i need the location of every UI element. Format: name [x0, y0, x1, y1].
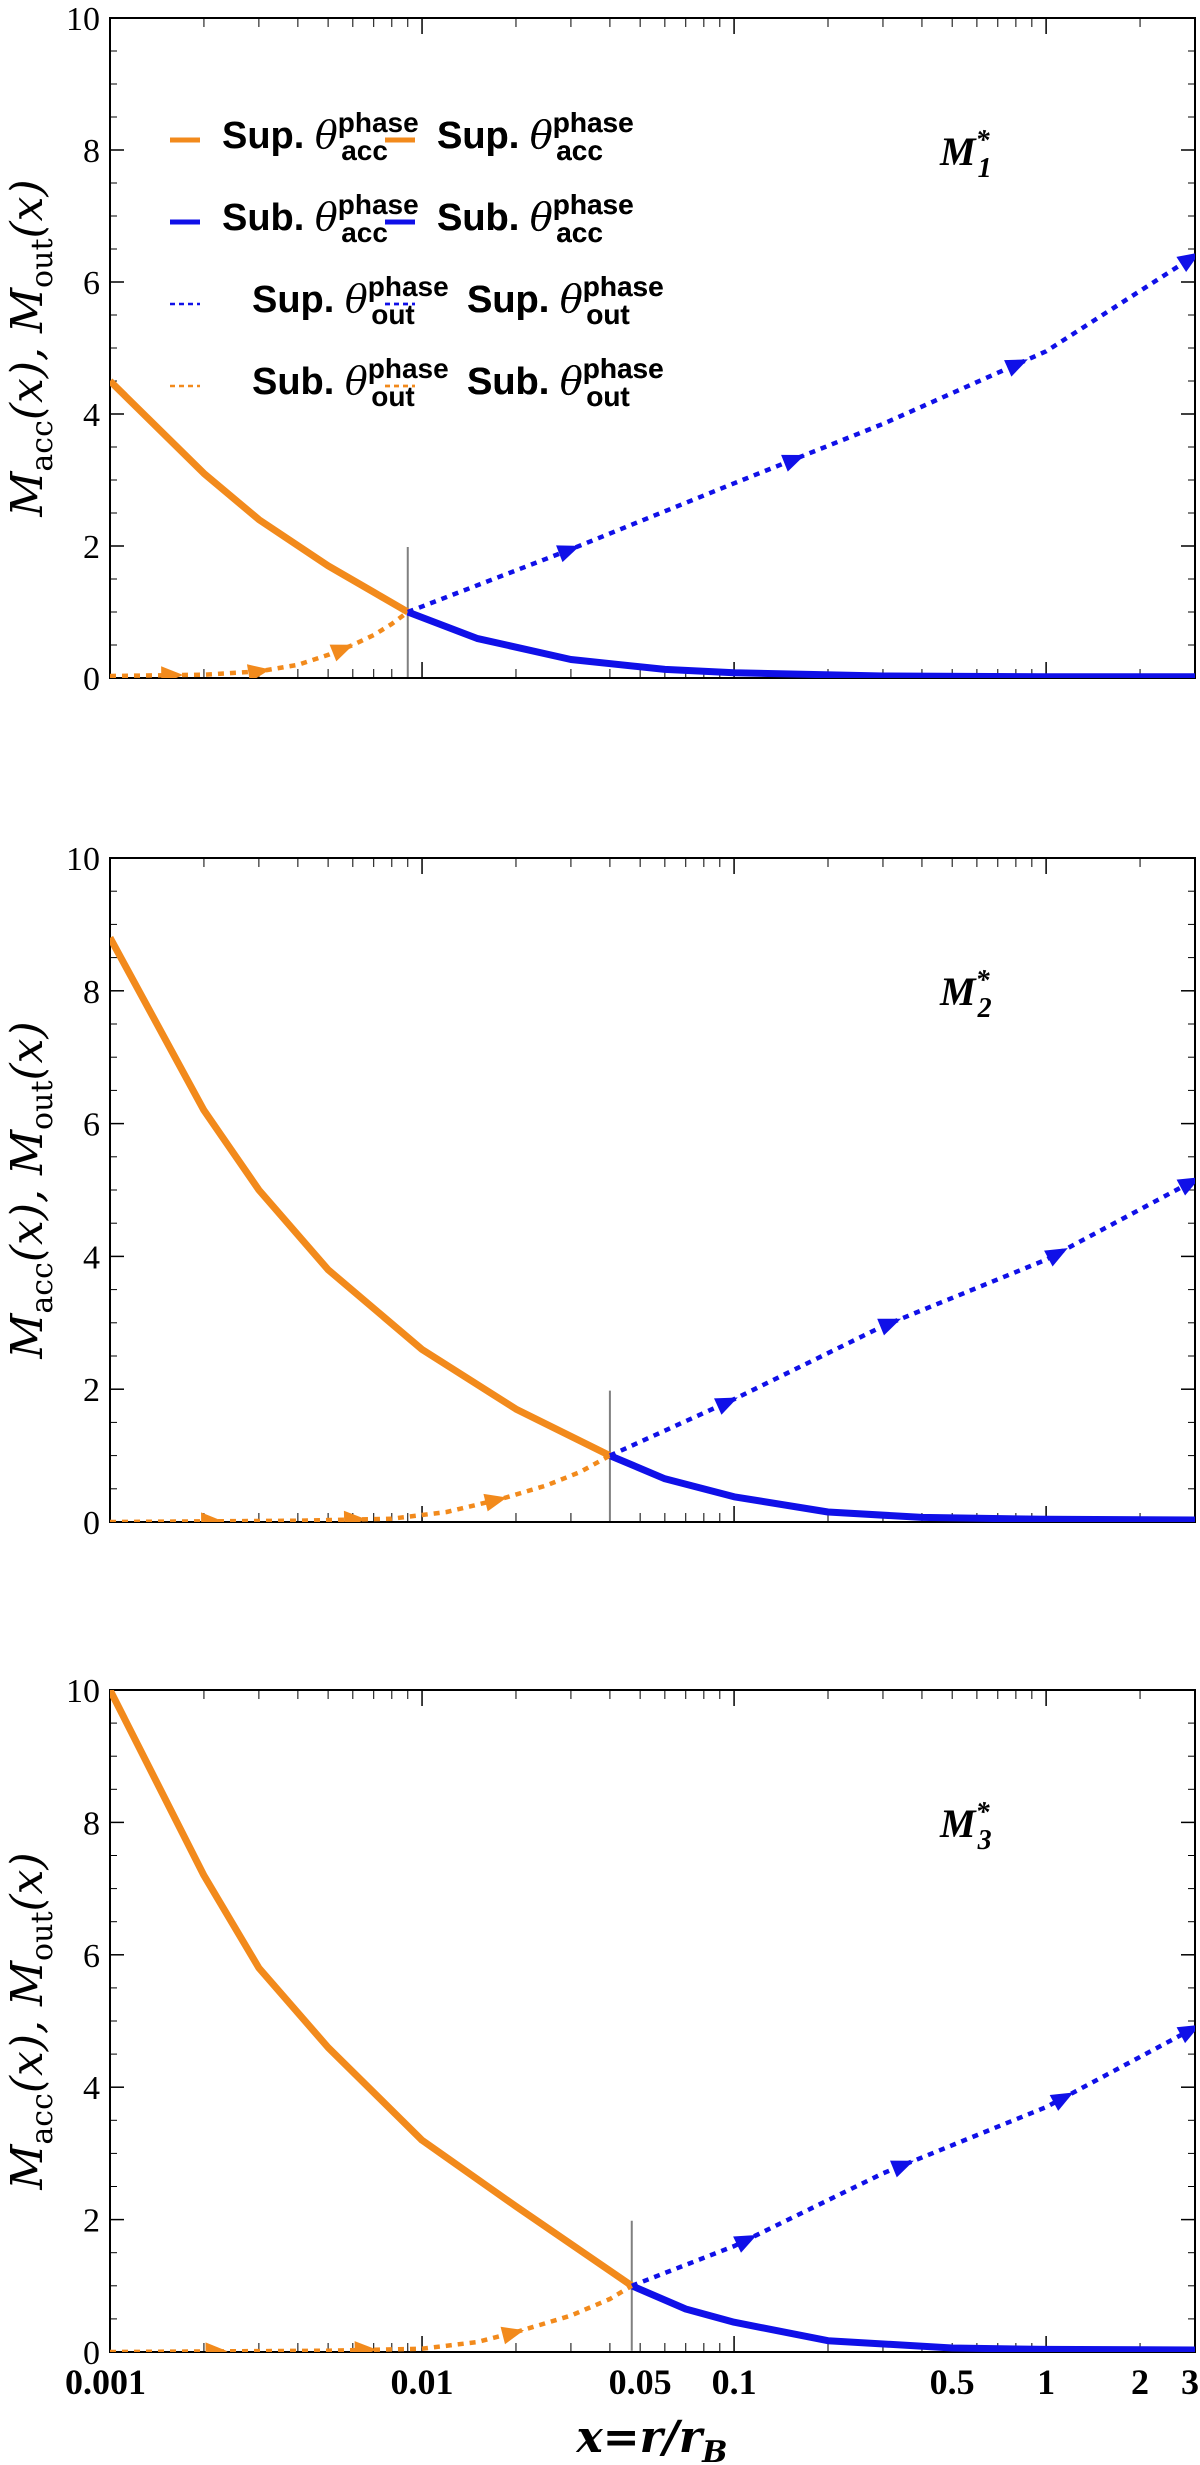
x-axis-title-text: x=r/rB — [576, 2412, 728, 2465]
y-tick-label: 4 — [83, 1239, 100, 1276]
y-axis-title: Macc(x), Mout(x) — [2, 1021, 60, 1359]
solid-series-line — [110, 936, 612, 1459]
y-axis-title: Macc(x), Mout(x) — [2, 1852, 60, 2190]
legend-entry-label: Sup. θphase out — [252, 271, 449, 330]
curves — [110, 1690, 1195, 2352]
flow-arrow — [354, 2341, 377, 2352]
y-tick-label: 2 — [83, 2203, 100, 2240]
flow-arrow — [500, 2326, 525, 2345]
dashed-series-line — [406, 253, 1195, 615]
legend-entry-label: Sup. θphase acc — [437, 107, 634, 166]
y-tick-label: 10 — [66, 1, 100, 38]
flow-arrow — [781, 454, 805, 472]
y-axis-title: Macc(x), Mout(x) — [2, 179, 60, 517]
legend-entry-label: Sub. θphase acc — [437, 189, 634, 248]
y-tick-label: 0 — [83, 2335, 100, 2372]
y-tick-label: 10 — [66, 1673, 100, 1710]
flow-arrow — [1044, 1248, 1068, 1267]
x-axis-title: x=r/rB — [576, 2412, 728, 2465]
legend: Sup. θphase acc Sub. θphase acc Sup. θphase o… — [385, 107, 664, 412]
x-tick-label: 0.05 — [609, 2362, 672, 2402]
y-tick-label: 10 — [66, 841, 100, 878]
curves — [110, 936, 1195, 1522]
x-tick-label: 0.1 — [712, 2362, 757, 2402]
dashed-series-line — [110, 1453, 611, 1522]
dashed-series-line — [630, 2025, 1195, 2288]
dashed-series-line — [110, 2283, 633, 2352]
flow-arrow — [1176, 2025, 1195, 2044]
flow-arrow — [733, 2234, 757, 2253]
legend: Sup. θphase acc Sub. θphase acc Sup. θphase o… — [385, 107, 664, 412]
y-tick-label: 4 — [83, 2070, 100, 2107]
y-tick-label: 8 — [83, 133, 100, 170]
flow-arrow — [161, 666, 184, 678]
plot-frame — [109, 1689, 1196, 2353]
y-tick-label: 0 — [83, 1505, 100, 1542]
legend-entry-label: Sup. θphase acc — [437, 107, 634, 166]
solid-series-line — [608, 1452, 1195, 1522]
flow-arrow — [1176, 1177, 1195, 1196]
plot-frame — [109, 857, 1196, 1523]
dashed-series-line — [110, 610, 410, 678]
flow-arrow — [877, 1318, 901, 1336]
panel-m1: 0 2 4 6 8 10 Macc(x), Mout(x) Sup. θphase acc Sub… — [2, 1, 1196, 698]
solid-series-line — [110, 1690, 634, 2289]
x-tick-label: 0.001 — [65, 2362, 146, 2402]
legend-entry-label: Sub. θphase out — [467, 353, 664, 412]
x-tick-label: 3 — [1181, 2362, 1199, 2402]
legend-entry-label: Sub. θphase acc — [437, 189, 634, 248]
y-tick-label: 8 — [83, 974, 100, 1011]
legend-entry-label: Sub. θphase acc — [222, 189, 419, 248]
flow-arrow — [483, 1493, 507, 1512]
flow-arrow — [890, 2160, 914, 2178]
legend-entry-label: Sup. θphase out — [467, 271, 664, 330]
flow-arrow — [1049, 2092, 1074, 2111]
flow-arrow — [329, 644, 354, 662]
y-tick-label: 6 — [83, 1107, 100, 1144]
x-tick-label: 0.5 — [930, 2362, 975, 2402]
flow-arrow — [205, 2342, 228, 2352]
x-tick-label: 2 — [1131, 2362, 1149, 2402]
legend-entry-label: Sup. θphase out — [467, 271, 664, 330]
dashed-series-line — [608, 1178, 1195, 1458]
legend-entry-label: Sub. θphase out — [252, 353, 449, 412]
y-tick-label: 6 — [83, 265, 100, 302]
legend: Sup. θphase acc Sub. θphase acc Sup. θphase o… — [170, 107, 449, 412]
panel-label: M* 2 — [939, 965, 992, 1024]
solid-series-line — [630, 2282, 1195, 2352]
solid-series-line — [110, 378, 410, 616]
flow-arrow — [714, 1397, 738, 1415]
y-tick-label: 4 — [83, 397, 100, 434]
y-tick-label: 2 — [83, 1372, 100, 1409]
flow-arrow — [246, 664, 271, 678]
flow-arrow — [343, 1510, 367, 1522]
y-tick-label: 8 — [83, 1805, 100, 1842]
panel-label: M* 3 — [939, 1797, 992, 1856]
legend-entry-label: Sup. θphase acc — [222, 107, 419, 166]
flow-arrow — [1176, 253, 1195, 272]
flow-arrow — [1004, 359, 1028, 377]
flow-arrow — [556, 545, 580, 563]
y-tick-label: 0 — [83, 661, 100, 698]
x-tick-label: 0.01 — [391, 2362, 454, 2402]
y-tick-label: 6 — [83, 1938, 100, 1975]
flow-arrow — [201, 1512, 224, 1522]
panel-m2: 0 2 4 6 8 10 Macc(x), Mout(x) Sup. θphase acc Sub… — [2, 107, 1196, 1542]
y-tick-label: 2 — [83, 529, 100, 566]
x-tick-label: 1 — [1037, 2362, 1055, 2402]
solid-series-line — [406, 608, 1195, 678]
curves — [110, 253, 1195, 678]
panel-label: M* 1 — [939, 125, 992, 184]
legend-entry-label: Sub. θphase out — [467, 353, 664, 412]
